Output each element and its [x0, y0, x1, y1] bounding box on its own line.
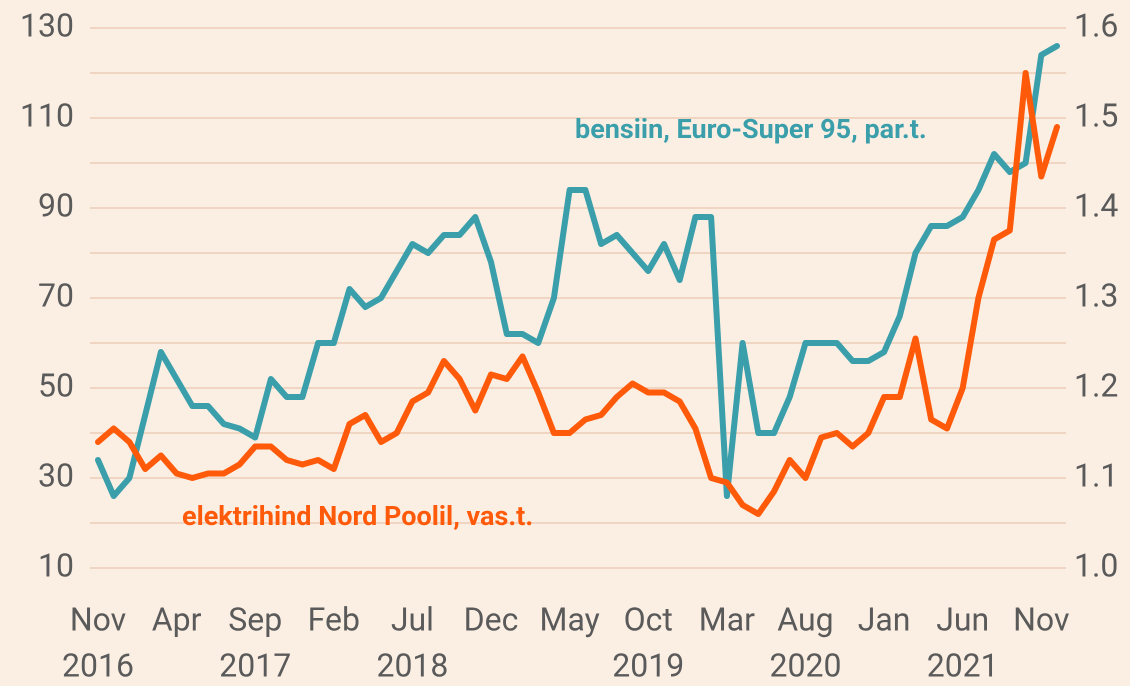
x-tick-label: Nov — [1013, 600, 1069, 638]
y2-tick-label: 1.0 — [1074, 546, 1118, 584]
x-tick-year: 2021 — [927, 646, 999, 684]
y2-tick-label: 1.2 — [1074, 366, 1118, 404]
x-tick-label: Jan — [858, 600, 911, 638]
y-tick-label: 90 — [38, 186, 74, 224]
series-annotation: bensiin, Euro-Super 95, par.t. — [575, 113, 927, 145]
y2-tick-label: 1.1 — [1074, 456, 1118, 494]
x-tick-label: Jul — [391, 600, 434, 638]
x-tick-label: May — [540, 600, 600, 638]
y-tick-label: 10 — [38, 546, 74, 584]
x-tick-label: Nov — [70, 600, 126, 638]
series-annotation: elektrihind Nord Poolil, vas.t. — [182, 500, 533, 532]
x-tick-year: 2019 — [612, 646, 684, 684]
series-line — [95, 70, 1060, 517]
x-tick-label: Sep — [228, 600, 282, 638]
x-tick-year: 2017 — [219, 646, 291, 684]
x-tick-label: Aug — [777, 600, 833, 638]
y-tick-label: 30 — [38, 456, 74, 494]
x-tick-year: 2016 — [62, 646, 134, 684]
y2-tick-label: 1.5 — [1074, 96, 1118, 134]
x-tick-label: Jun — [936, 600, 989, 638]
y-tick-label: 130 — [20, 6, 74, 44]
y2-tick-label: 1.4 — [1074, 186, 1118, 224]
x-tick-label: Dec — [464, 600, 519, 638]
y2-tick-label: 1.6 — [1074, 6, 1118, 44]
x-tick-label: Apr — [152, 600, 202, 638]
y-tick-label: 110 — [20, 96, 74, 134]
x-tick-label: Mar — [699, 600, 755, 638]
y-tick-label: 50 — [38, 366, 74, 404]
series-line — [95, 43, 1060, 499]
x-tick-label: Feb — [308, 600, 360, 638]
x-tick-label: Oct — [624, 600, 673, 638]
y2-tick-label: 1.3 — [1074, 276, 1118, 314]
x-tick-year: 2018 — [376, 646, 448, 684]
x-tick-year: 2020 — [769, 646, 841, 684]
y-tick-label: 70 — [38, 276, 74, 314]
